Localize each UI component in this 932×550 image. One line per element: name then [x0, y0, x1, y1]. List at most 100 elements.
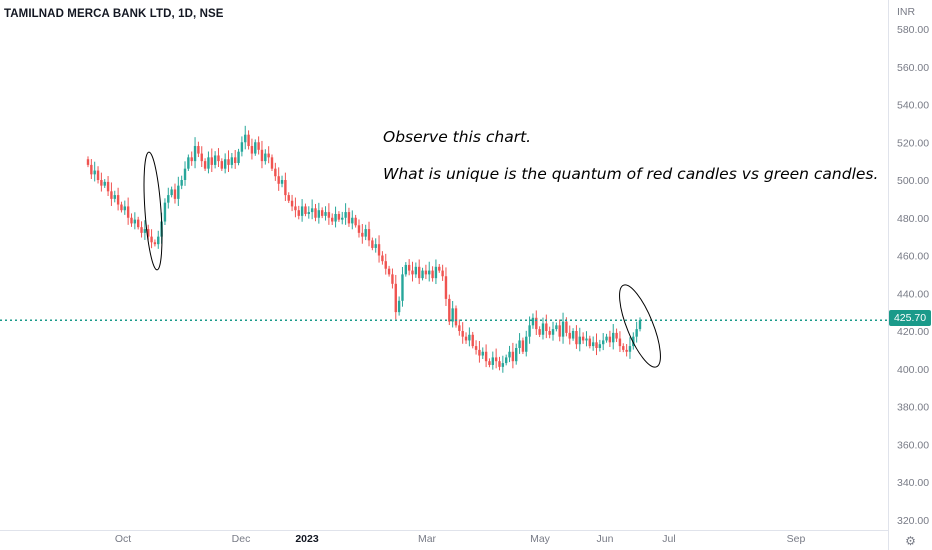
candle-up[interactable]	[491, 357, 494, 365]
candle-down[interactable]	[217, 155, 220, 162]
candle-down[interactable]	[327, 212, 331, 218]
candle-up[interactable]	[334, 213, 337, 222]
candle-down[interactable]	[411, 270, 414, 275]
candle-up[interactable]	[93, 170, 96, 175]
candle-down[interactable]	[290, 200, 294, 207]
candle-down[interactable]	[565, 321, 568, 333]
candle-up[interactable]	[632, 336, 635, 347]
candle-down[interactable]	[257, 142, 260, 150]
candle-up[interactable]	[468, 334, 471, 341]
candle-down[interactable]	[545, 323, 548, 331]
candle-down[interactable]	[581, 336, 585, 341]
candle-up[interactable]	[351, 217, 354, 224]
candle-down[interactable]	[454, 308, 458, 326]
candle-up[interactable]	[525, 336, 528, 352]
candle-down[interactable]	[147, 229, 150, 237]
candle-up[interactable]	[364, 229, 367, 237]
candle-up[interactable]	[170, 189, 173, 196]
candle-down[interactable]	[106, 181, 110, 192]
candle-up[interactable]	[167, 195, 170, 203]
candle-up[interactable]	[561, 321, 565, 337]
candle-down[interactable]	[511, 351, 515, 362]
candle-down[interactable]	[173, 189, 177, 199]
candle-down[interactable]	[250, 146, 254, 154]
candle-down[interactable]	[234, 157, 237, 164]
candle-up[interactable]	[585, 338, 588, 341]
candle-down[interactable]	[458, 325, 461, 331]
candle-down[interactable]	[274, 168, 277, 177]
candle-down[interactable]	[247, 134, 250, 147]
candle-down[interactable]	[471, 334, 474, 347]
candle-down[interactable]	[461, 331, 464, 337]
candle-up[interactable]	[157, 236, 160, 245]
candle-up[interactable]	[397, 300, 401, 313]
candle-up[interactable]	[237, 151, 240, 164]
candle-down[interactable]	[558, 325, 561, 337]
candle-down[interactable]	[538, 329, 541, 335]
candle-down[interactable]	[220, 161, 224, 169]
candle-down[interactable]	[130, 217, 133, 224]
candle-down[interactable]	[287, 195, 290, 201]
candle-up[interactable]	[508, 351, 511, 358]
candle-down[interactable]	[260, 149, 264, 162]
candle-down[interactable]	[608, 336, 612, 343]
candle-down[interactable]	[367, 229, 371, 241]
candle-down[interactable]	[595, 342, 598, 348]
candle-down[interactable]	[270, 157, 274, 169]
candle-down[interactable]	[354, 217, 357, 226]
candle-down[interactable]	[116, 195, 120, 205]
candle-down[interactable]	[407, 264, 411, 271]
candle-up[interactable]	[571, 331, 575, 339]
candle-down[interactable]	[431, 270, 434, 279]
candle-up[interactable]	[230, 157, 234, 165]
candle-up[interactable]	[207, 157, 210, 169]
candle-up[interactable]	[123, 206, 126, 211]
candle-up[interactable]	[187, 157, 190, 169]
candle-up[interactable]	[551, 329, 555, 335]
candle-up[interactable]	[213, 155, 217, 165]
candle-up[interactable]	[515, 347, 518, 362]
candle-up[interactable]	[555, 325, 558, 330]
candle-down[interactable]	[277, 176, 280, 184]
candle-down[interactable]	[197, 146, 200, 154]
candle-up[interactable]	[300, 206, 304, 216]
candle-down[interactable]	[361, 232, 364, 237]
candle-down[interactable]	[387, 268, 391, 275]
candle-down[interactable]	[622, 346, 625, 350]
candle-up[interactable]	[310, 208, 314, 213]
candle-down[interactable]	[424, 270, 428, 275]
candle-up[interactable]	[531, 317, 535, 326]
candle-up[interactable]	[180, 180, 183, 186]
candle-down[interactable]	[381, 255, 384, 262]
candle-up[interactable]	[341, 217, 344, 220]
candle-down[interactable]	[488, 361, 491, 365]
candle-down[interactable]	[331, 217, 334, 222]
candle-up[interactable]	[244, 134, 247, 143]
candle-down[interactable]	[615, 332, 618, 339]
candle-up[interactable]	[481, 351, 484, 356]
candle-down[interactable]	[227, 159, 230, 165]
candle-down[interactable]	[90, 164, 93, 175]
candle-down[interactable]	[377, 244, 381, 256]
candle-up[interactable]	[501, 363, 505, 367]
candle-down[interactable]	[140, 227, 143, 233]
candle-up[interactable]	[404, 264, 408, 275]
candle-up[interactable]	[324, 212, 327, 216]
candle-down[interactable]	[294, 206, 297, 211]
candle-down[interactable]	[484, 351, 488, 362]
candle-up[interactable]	[451, 308, 454, 322]
candle-down[interactable]	[267, 153, 270, 158]
candle-up[interactable]	[602, 340, 605, 345]
candle-up[interactable]	[578, 336, 581, 345]
candle-down[interactable]	[203, 161, 207, 169]
candle-down[interactable]	[100, 180, 103, 186]
candle-down[interactable]	[625, 349, 628, 352]
candle-down[interactable]	[371, 240, 374, 248]
candle-down[interactable]	[618, 338, 622, 347]
candle-up[interactable]	[605, 336, 608, 341]
candle-up[interactable]	[428, 270, 431, 275]
candle-up[interactable]	[183, 168, 187, 180]
candle-down[interactable]	[347, 212, 351, 224]
time-axis[interactable]: Oct Dec 2023 Mar May Jun Jul Sep	[115, 533, 806, 545]
